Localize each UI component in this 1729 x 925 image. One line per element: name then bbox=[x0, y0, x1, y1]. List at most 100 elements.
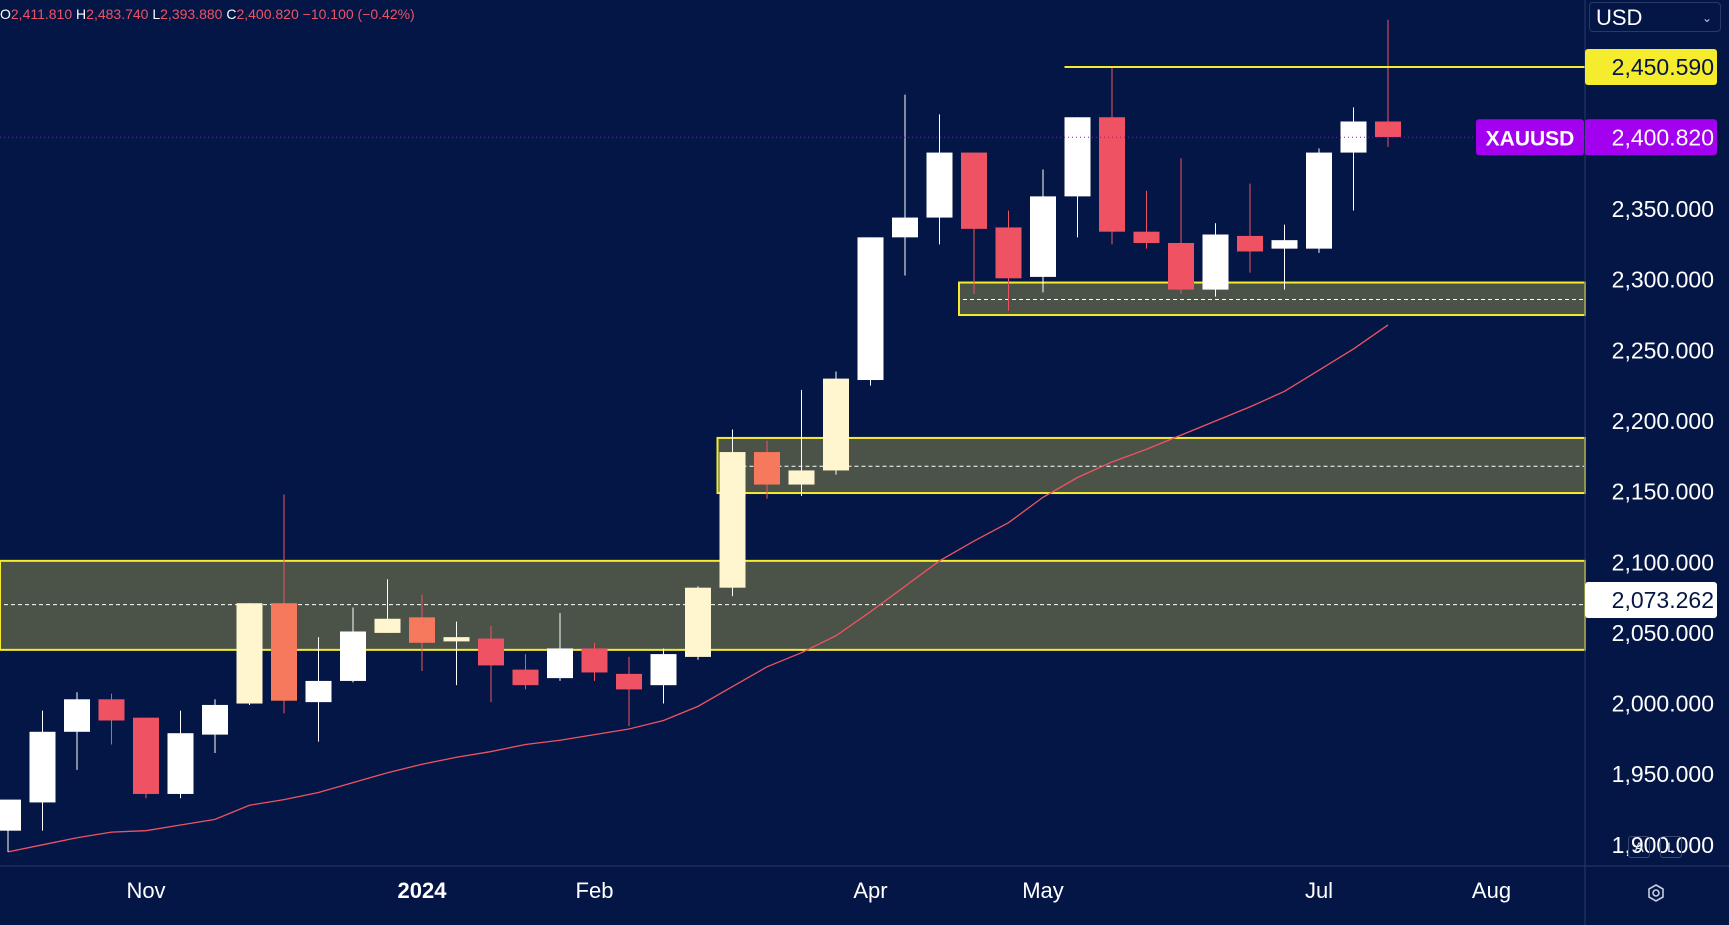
price-tick-label: 2,000.000 bbox=[1612, 691, 1714, 717]
candle-14 bbox=[478, 625, 504, 703]
ohlc-legend: O2,411.810 H2,483.740 L2,393.880 C2,400.… bbox=[0, 6, 415, 22]
candle-31 bbox=[1064, 117, 1091, 238]
close-label: C bbox=[226, 6, 237, 22]
candle-33 bbox=[1133, 190, 1160, 249]
time-tick-label: Nov bbox=[126, 878, 165, 903]
candle-23 bbox=[788, 389, 815, 496]
candle-body bbox=[547, 648, 573, 679]
candle-body bbox=[1271, 240, 1298, 249]
candle-body bbox=[685, 587, 711, 657]
candle-body bbox=[1202, 234, 1229, 290]
price-lines bbox=[0, 65, 1585, 138]
low-label: L bbox=[152, 6, 161, 22]
symbol-badge-label: XAUUSD bbox=[1486, 127, 1575, 150]
open-value: 2,411.810 bbox=[10, 6, 73, 22]
candle-12 bbox=[409, 594, 435, 672]
candle-body bbox=[0, 799, 21, 831]
open-label: O bbox=[0, 6, 11, 22]
time-tick-label: May bbox=[1022, 878, 1064, 903]
candle-32 bbox=[1099, 67, 1125, 245]
time-tick-label: Aug bbox=[1472, 878, 1511, 903]
candle-body bbox=[1133, 231, 1160, 243]
price-badge-box bbox=[1585, 582, 1717, 619]
log-scale-button[interactable]: L bbox=[1660, 836, 1682, 858]
price-badge-label: 2,073.262 bbox=[1612, 587, 1714, 613]
candle-29 bbox=[995, 210, 1022, 311]
candle-3 bbox=[98, 693, 125, 745]
candle-7 bbox=[236, 603, 263, 705]
candle-36 bbox=[1237, 183, 1263, 273]
candle-body bbox=[650, 654, 677, 686]
candle-17 bbox=[581, 642, 608, 681]
candle-10 bbox=[340, 607, 366, 683]
candle-body bbox=[167, 733, 194, 794]
price-tick-label: 2,150.000 bbox=[1612, 479, 1714, 505]
moving-average-line bbox=[7, 324, 1389, 853]
candle-38 bbox=[1306, 148, 1332, 253]
candle-13 bbox=[443, 621, 470, 686]
price-tick-label: 2,100.000 bbox=[1612, 549, 1714, 575]
candle-body bbox=[340, 631, 366, 681]
time-tick-label: Jul bbox=[1305, 878, 1333, 903]
auto-scale-button[interactable]: A bbox=[1628, 836, 1650, 858]
candle-37 bbox=[1271, 224, 1298, 290]
candle-21 bbox=[719, 429, 746, 597]
candle-5 bbox=[167, 710, 194, 799]
price-badge-box bbox=[1585, 119, 1717, 156]
time-axis[interactable]: Nov 2024 Feb Apr May Jul Aug bbox=[126, 878, 1511, 903]
price-tick-label: 2,050.000 bbox=[1612, 620, 1714, 646]
currency-value: USD bbox=[1596, 5, 1643, 30]
candle-18 bbox=[616, 656, 642, 727]
candle-body bbox=[29, 731, 56, 803]
candle-body bbox=[892, 217, 918, 238]
candle-11 bbox=[374, 579, 401, 633]
price-axis[interactable]: 1,900.0001,950.0002,000.0002,050.0002,10… bbox=[1612, 196, 1714, 858]
candle-9 bbox=[305, 637, 332, 742]
candle-1 bbox=[29, 710, 56, 831]
candle-25 bbox=[857, 237, 884, 386]
candle-4 bbox=[133, 717, 159, 799]
candles bbox=[0, 19, 1401, 852]
candle-15 bbox=[512, 654, 539, 690]
candle-0 bbox=[0, 799, 21, 852]
low-value: 2,393.880 bbox=[160, 6, 223, 22]
candle-body bbox=[823, 378, 849, 471]
currency-select[interactable]: USD ⌄ bbox=[1589, 2, 1721, 32]
price-badge-label: 2,400.820 bbox=[1612, 124, 1714, 150]
candle-body bbox=[1064, 117, 1091, 197]
candle-body bbox=[64, 699, 90, 732]
candle-20 bbox=[685, 586, 711, 660]
candle-body bbox=[236, 603, 263, 704]
candle-body bbox=[98, 699, 125, 721]
candle-26 bbox=[892, 94, 918, 276]
change-value: −10.100 (−0.42%) bbox=[302, 6, 415, 22]
support-zone-2 bbox=[0, 559, 1586, 651]
candle-2 bbox=[64, 692, 90, 770]
candle-body bbox=[443, 637, 470, 642]
candle-body bbox=[1306, 152, 1332, 249]
support-zones bbox=[0, 281, 1586, 651]
candle-16 bbox=[547, 613, 573, 681]
candle-body bbox=[409, 617, 435, 643]
candle-6 bbox=[202, 699, 228, 753]
candle-27 bbox=[926, 114, 953, 245]
candle-40 bbox=[1375, 19, 1401, 147]
candle-body bbox=[1168, 242, 1194, 290]
price-tick-label: 2,250.000 bbox=[1612, 337, 1714, 363]
close-value: 2,400.820 bbox=[236, 6, 299, 22]
candle-24 bbox=[823, 371, 849, 475]
candle-body bbox=[961, 152, 987, 229]
time-tick-label: Apr bbox=[853, 878, 887, 903]
chevron-down-icon: ⌄ bbox=[1701, 11, 1712, 25]
candle-30 bbox=[1030, 169, 1056, 293]
time-tick-label: 2024 bbox=[398, 878, 448, 903]
candle-22 bbox=[754, 440, 780, 499]
price-tick-label: 2,200.000 bbox=[1612, 408, 1714, 434]
candle-body bbox=[374, 618, 401, 633]
candle-body bbox=[202, 704, 228, 735]
settings-gear-icon[interactable] bbox=[1645, 882, 1667, 904]
candle-35 bbox=[1202, 223, 1229, 297]
support-zone-0 bbox=[958, 281, 1586, 317]
candle-body bbox=[305, 680, 332, 703]
